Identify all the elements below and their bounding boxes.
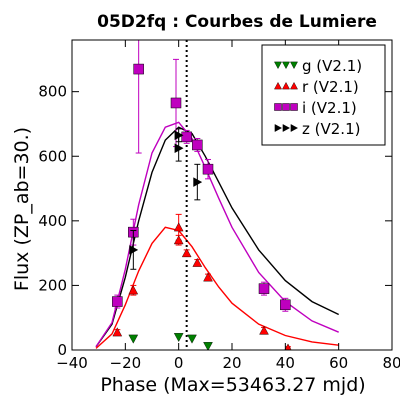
data-point-z-2 — [174, 143, 184, 154]
x-tick-label: 80 — [382, 354, 400, 372]
legend-marker — [282, 124, 291, 132]
data-point-r-5 — [192, 257, 203, 267]
y-tick-label: 400 — [38, 212, 67, 230]
y-tick-label: 800 — [38, 83, 67, 101]
legend-marker — [282, 81, 290, 90]
data-point-r-6 — [203, 272, 213, 282]
legend: g (V2.1) r (V2.1) i (V2.1) z (V2.1) — [261, 44, 386, 146]
model-curve-0 — [95, 126, 340, 348]
data-point-i-7 — [258, 283, 270, 294]
legend-label: r (V2.1) — [302, 78, 359, 96]
legend-marker — [290, 81, 298, 90]
legend-marker — [290, 61, 298, 70]
data-point-r-3 — [173, 235, 184, 245]
data-point-g-0 — [128, 334, 139, 344]
legend-label: z (V2.1) — [302, 120, 360, 138]
data-point-g-1 — [173, 333, 184, 343]
series-r — [112, 213, 292, 350]
data-point-g-2 — [187, 334, 197, 344]
legend-label: i (V2.1) — [302, 99, 357, 117]
legend-marker — [282, 61, 290, 70]
plot-area — [95, 40, 340, 350]
y-axis-title: Flux (ZP_ab=30.) — [11, 127, 33, 291]
legend-entry-g: g (V2.1) — [274, 57, 362, 75]
data-point-z-0 — [129, 245, 139, 255]
series-z — [129, 128, 203, 270]
series-g — [128, 333, 213, 350]
data-point-i-5 — [192, 139, 203, 151]
data-point-i-2 — [133, 63, 144, 75]
x-tick-label: 60 — [329, 354, 348, 372]
legend-marker — [290, 103, 298, 111]
data-point-r-7 — [259, 325, 269, 335]
data-point-i-6 — [202, 163, 214, 175]
data-point-i-0 — [112, 296, 123, 307]
x-tick-label: 40 — [276, 354, 295, 372]
legend-entry-i: i (V2.1) — [274, 99, 357, 117]
legend-marker — [274, 103, 282, 111]
data-point-g-3 — [203, 342, 213, 350]
x-tick-label: −40 — [56, 354, 88, 372]
x-tick-label: −20 — [110, 354, 142, 372]
data-point-i-4 — [181, 131, 192, 143]
data-point-i-3 — [170, 97, 182, 109]
data-point-r-2 — [173, 222, 184, 232]
legend-marker — [290, 124, 299, 132]
data-point-z-3 — [193, 177, 203, 187]
y-tick-label: 600 — [38, 147, 67, 165]
legend-marker — [282, 103, 290, 111]
y-tick-label: 0 — [57, 341, 67, 359]
legend-entry-z: z (V2.1) — [274, 120, 360, 138]
x-tick-label: 0 — [174, 354, 184, 372]
x-tick-label: 20 — [222, 354, 241, 372]
x-axis-title: Phase (Max=53463.27 mjd) — [100, 374, 365, 396]
data-point-r-1 — [128, 285, 139, 295]
legend-marker — [274, 124, 283, 132]
data-point-r-0 — [112, 327, 123, 337]
data-point-i-8 — [280, 299, 291, 311]
legend-marker — [274, 61, 282, 70]
legend-entry-r: r (V2.1) — [274, 78, 359, 96]
data-point-r-4 — [181, 248, 192, 258]
y-tick-label: 200 — [38, 276, 67, 294]
legend-box — [261, 44, 386, 146]
legend-marker — [274, 81, 282, 90]
chart-title: 05D2fq : Courbes de Lumiere — [97, 12, 377, 32]
legend-label: g (V2.1) — [302, 57, 362, 75]
